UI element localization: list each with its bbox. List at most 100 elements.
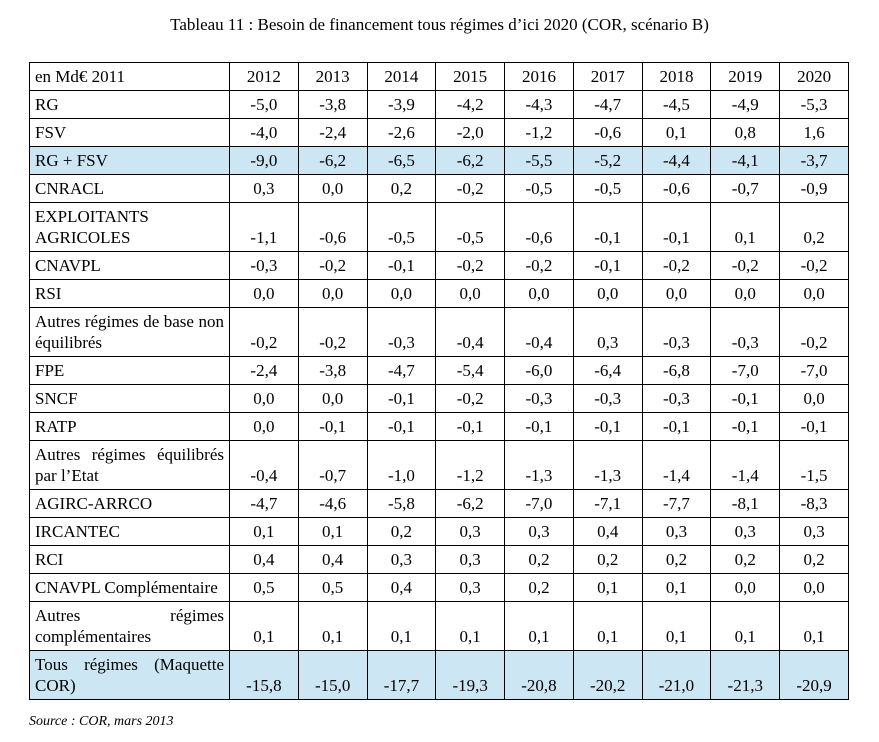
value-cell: 0,2 xyxy=(572,545,643,574)
value-cell: -6,2 xyxy=(435,146,506,175)
value-cell: 0,1 xyxy=(641,573,712,602)
year-header-cell: 2015 xyxy=(435,62,506,91)
value-cell: 0,5 xyxy=(229,573,299,602)
value-cell: -0,3 xyxy=(641,307,712,357)
value-cell: 0,1 xyxy=(641,601,712,651)
value-cell: -1,0 xyxy=(366,440,437,490)
table-row: IRCANTEC 0,1 0,1 0,2 0,3 0,3 0,4 0,3 0,3 0,3 xyxy=(29,517,849,546)
row-label: EXPLOITANTS AGRICOLES xyxy=(29,202,230,252)
year-header-cell: 2016 xyxy=(504,62,574,91)
row-label: SNCF xyxy=(29,384,230,413)
table-row: Autres régimes de base non équilibrés -0,… xyxy=(29,307,849,357)
table-row: FSV -4,0 -2,4 -2,6 -2,0 -1,2 -0,6 0,1 0,8 1,6 xyxy=(29,118,849,147)
value-cell: -0,1 xyxy=(710,384,781,413)
value-cell: 0,1 xyxy=(366,601,437,651)
value-cell: -0,4 xyxy=(504,307,574,357)
value-cell: -0,1 xyxy=(710,412,781,441)
value-cell: 0,3 xyxy=(779,517,849,546)
value-cell: 0,2 xyxy=(504,545,574,574)
table-row: RG -5,0 -3,8 -3,9 -4,2 -4,3 -4,7 -4,5 -4,9 -5,3 xyxy=(29,90,849,119)
source-note: Source : COR, mars 2013 xyxy=(29,714,174,729)
value-cell: -1,1 xyxy=(229,202,299,252)
year-header-cell: 2013 xyxy=(297,62,368,91)
table-row: Tous régimes (Maquette COR) -15,8 -15,0 -17… xyxy=(29,650,849,700)
value-cell: -1,2 xyxy=(435,440,506,490)
value-cell: -0,2 xyxy=(229,307,299,357)
value-cell: -0,6 xyxy=(641,174,712,203)
value-cell: -20,8 xyxy=(504,650,574,700)
value-cell: -0,6 xyxy=(297,202,368,252)
table-row: RG + FSV -9,0 -6,2 -6,5 -6,2 -5,5 -5,2 -4,4 -4,1… xyxy=(29,146,849,175)
year-header-cell: 2014 xyxy=(366,62,437,91)
value-cell: -0,2 xyxy=(435,384,506,413)
value-cell: -8,3 xyxy=(779,489,849,518)
value-cell: 0,1 xyxy=(297,601,368,651)
value-cell: 0,1 xyxy=(710,601,781,651)
value-cell: 0,0 xyxy=(297,279,368,308)
value-cell: -7,7 xyxy=(641,489,712,518)
value-cell: -4,7 xyxy=(366,356,437,385)
table-row: RSI 0,0 0,0 0,0 0,0 0,0 0,0 0,0 0,0 0,0 xyxy=(29,279,849,308)
value-cell: -0,2 xyxy=(779,307,849,357)
value-cell: 0,2 xyxy=(779,202,849,252)
value-cell: 0,5 xyxy=(297,573,368,602)
year-header-cell: 2020 xyxy=(779,62,849,91)
value-cell: -0,1 xyxy=(297,412,368,441)
value-cell: 0,3 xyxy=(504,517,574,546)
year-header-cell: 2019 xyxy=(710,62,781,91)
value-cell: 0,0 xyxy=(435,279,506,308)
value-cell: -3,7 xyxy=(779,146,849,175)
value-cell: -1,2 xyxy=(504,118,574,147)
value-cell: -0,7 xyxy=(710,174,781,203)
value-cell: 0,1 xyxy=(504,601,574,651)
value-cell: 0,0 xyxy=(366,279,437,308)
table-head: en Md€ 2011 2012 2013 2014 2015 2016 2017 2018… xyxy=(29,62,849,91)
value-cell: 0,4 xyxy=(572,517,643,546)
value-cell: -0,3 xyxy=(710,307,781,357)
value-cell: 0,1 xyxy=(572,601,643,651)
value-cell: -0,3 xyxy=(641,384,712,413)
table-row: Autres régimes équilibrés par l’Etat -0,4… xyxy=(29,440,849,490)
row-label: RATP xyxy=(29,412,230,441)
value-cell: -7,0 xyxy=(779,356,849,385)
value-cell: -0,2 xyxy=(779,251,849,280)
value-cell: -21,3 xyxy=(710,650,781,700)
value-cell: -1,3 xyxy=(572,440,643,490)
value-cell: -20,9 xyxy=(779,650,849,700)
value-cell: -0,6 xyxy=(504,202,574,252)
row-label: CNRACL xyxy=(29,174,230,203)
value-cell: -0,2 xyxy=(297,251,368,280)
value-cell: -21,0 xyxy=(641,650,712,700)
value-cell: -3,8 xyxy=(297,356,368,385)
financing-needs-table: en Md€ 2011 2012 2013 2014 2015 2016 2017 2018… xyxy=(29,62,849,700)
value-cell: -4,2 xyxy=(435,90,506,119)
value-cell: 0,1 xyxy=(779,601,849,651)
value-cell: -0,3 xyxy=(366,307,437,357)
row-label: Autres régimes équilibrés par l’Etat xyxy=(29,440,230,490)
value-cell: 0,0 xyxy=(710,573,781,602)
value-cell: 0,4 xyxy=(229,545,299,574)
value-cell: -0,5 xyxy=(366,202,437,252)
value-cell: -5,8 xyxy=(366,489,437,518)
value-cell: 0,3 xyxy=(710,517,781,546)
year-header-cell: 2012 xyxy=(229,62,299,91)
value-cell: -6,8 xyxy=(641,356,712,385)
unit-label-cell: en Md€ 2011 xyxy=(29,62,230,91)
row-label: AGIRC-ARRCO xyxy=(29,489,230,518)
value-cell: 0,0 xyxy=(297,384,368,413)
value-cell: -5,4 xyxy=(435,356,506,385)
row-label: RSI xyxy=(29,279,230,308)
value-cell: -2,4 xyxy=(297,118,368,147)
value-cell: -0,4 xyxy=(229,440,299,490)
value-cell: -6,2 xyxy=(297,146,368,175)
value-cell: 0,1 xyxy=(710,202,781,252)
value-cell: -1,4 xyxy=(710,440,781,490)
value-cell: -5,2 xyxy=(572,146,643,175)
value-cell: -0,1 xyxy=(779,412,849,441)
value-cell: -0,1 xyxy=(435,412,506,441)
row-label: Autres régimes complémentaires xyxy=(29,601,230,651)
value-cell: -0,4 xyxy=(435,307,506,357)
row-label: CNAVPL xyxy=(29,251,230,280)
value-cell: -6,0 xyxy=(504,356,574,385)
value-cell: 0,3 xyxy=(572,307,643,357)
